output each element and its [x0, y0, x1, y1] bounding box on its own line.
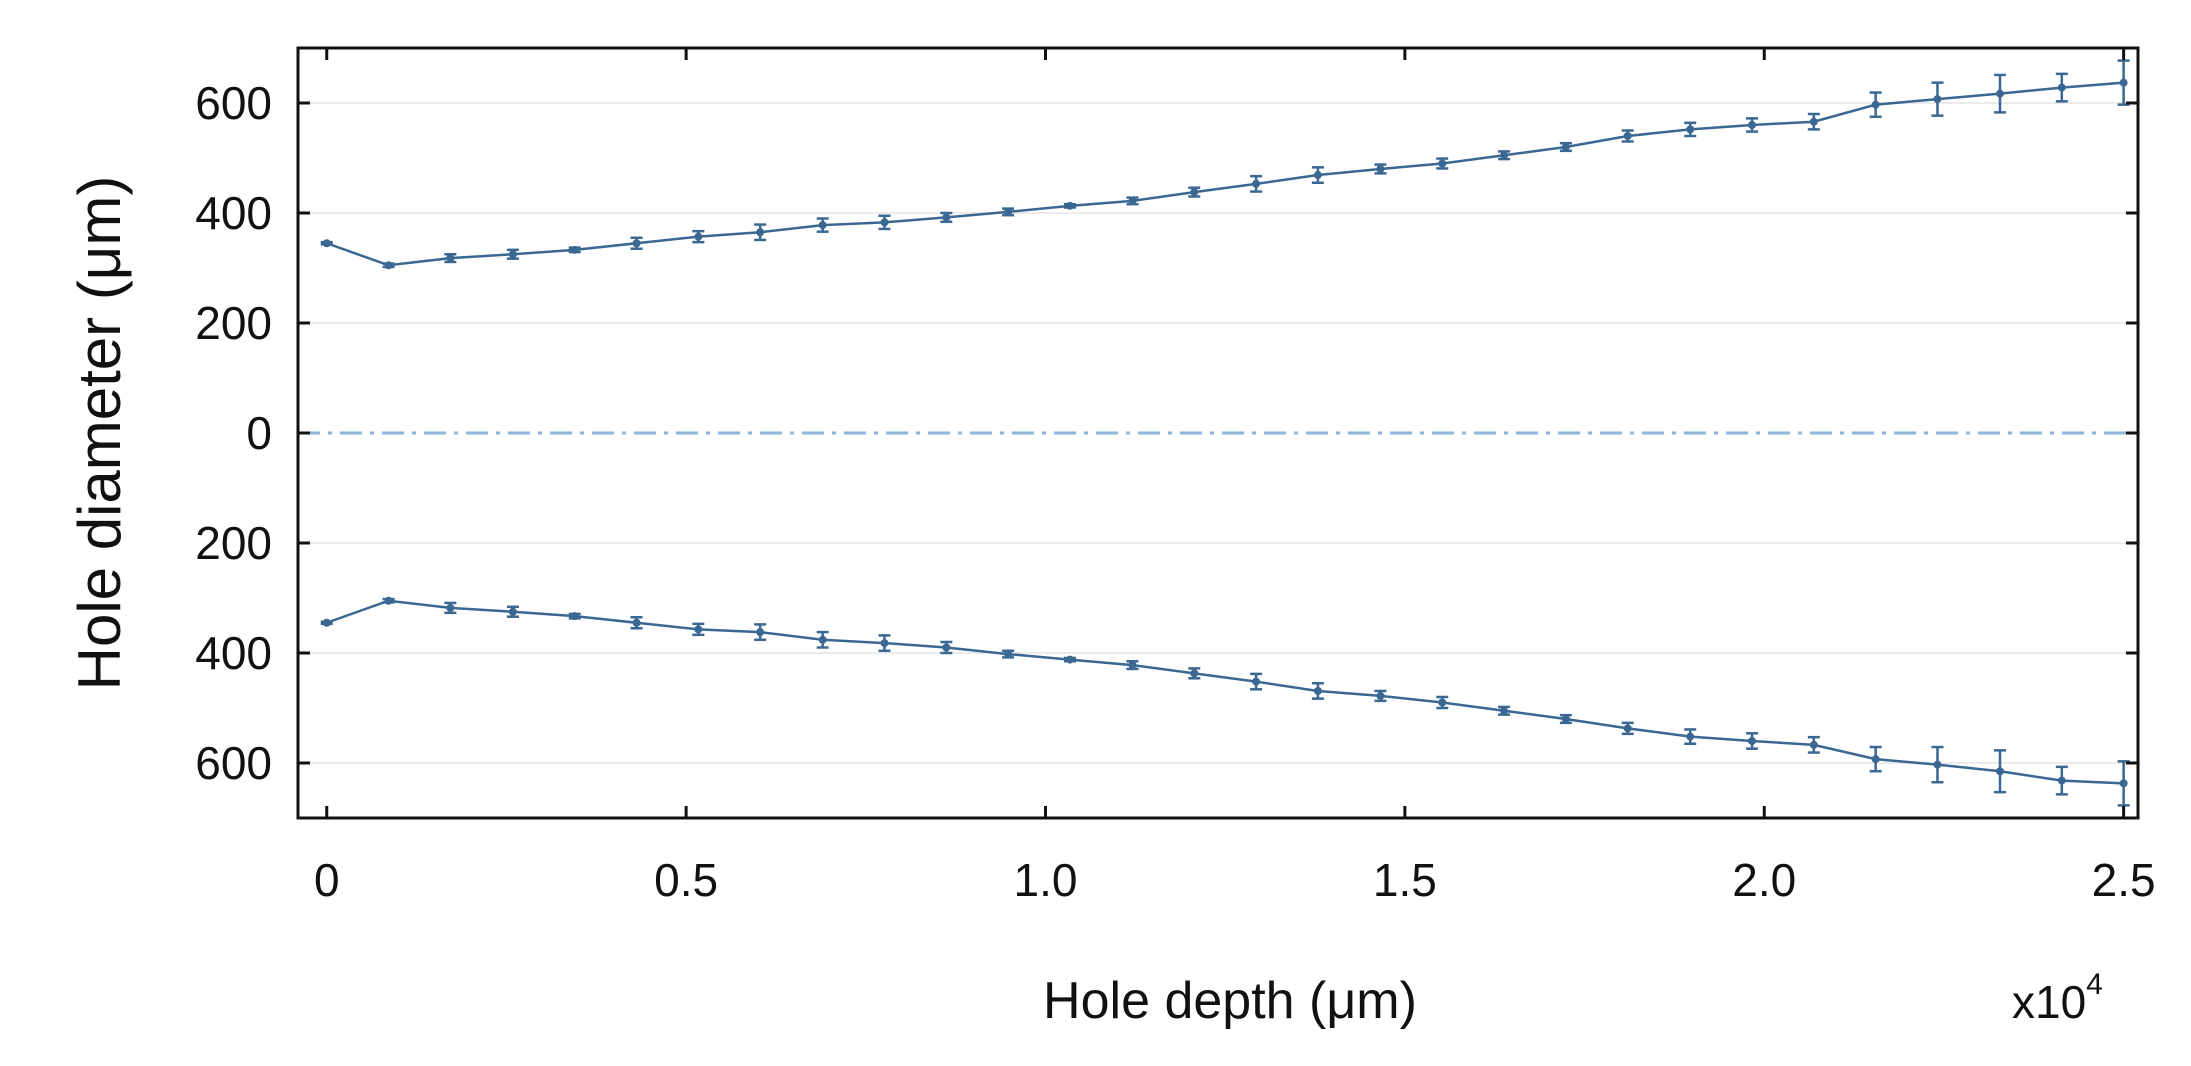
x-multiplier-exponent: 4: [2086, 968, 2103, 1001]
y-tick-label: 400: [195, 187, 272, 239]
data-point: [1561, 715, 1570, 723]
data-point: [1561, 143, 1570, 151]
data-point: [322, 239, 331, 248]
x-axis-label: Hole depth (μm): [1043, 972, 1417, 1030]
y-tick-label: 400: [195, 627, 272, 679]
data-point: [322, 618, 331, 627]
data-point: [1376, 165, 1385, 173]
data-point: [1686, 732, 1695, 741]
data-point: [384, 596, 393, 605]
data-point: [1313, 171, 1322, 180]
y-tick-label: 200: [195, 297, 272, 349]
data-point: [1996, 89, 2004, 98]
data-point: [1871, 755, 1880, 764]
data-point: [446, 254, 455, 263]
data-point: [2119, 78, 2128, 87]
data-point: [880, 218, 889, 227]
data-point: [1128, 661, 1137, 670]
data-point: [2057, 83, 2066, 92]
data-point: [1190, 188, 1199, 197]
y-tick-label: 600: [195, 737, 272, 789]
x-multiplier-base: x10: [2012, 976, 2086, 1028]
x-tick-label: 1.5: [1373, 854, 1437, 906]
x-tick-label: 1.0: [1014, 854, 1078, 906]
data-point: [632, 618, 641, 627]
data-point: [756, 628, 765, 637]
data-point: [1996, 767, 2004, 776]
data-point: [1748, 121, 1757, 129]
data-point: [1809, 117, 1818, 126]
y-tick-label: 200: [195, 517, 272, 569]
lower-profile-line: [326, 599, 2124, 785]
data-point: [1871, 100, 1880, 109]
grid-layer: [298, 102, 2138, 764]
data-point: [1686, 125, 1695, 134]
data-point: [1809, 740, 1818, 749]
data-point: [1500, 706, 1509, 715]
data-point: [384, 261, 393, 270]
data-point: [1438, 159, 1447, 168]
data-point: [1748, 737, 1757, 745]
data-point: [1313, 686, 1322, 695]
data-point: [1065, 655, 1074, 664]
data-point: [942, 643, 951, 652]
data-point: [1065, 201, 1074, 210]
data-point: [942, 213, 951, 222]
data-point: [1252, 179, 1261, 188]
x-axis-multiplier: x104: [2012, 968, 2103, 1028]
data-point: [508, 250, 517, 259]
data-point: [1190, 669, 1199, 678]
x-tick-label: 2.5: [2092, 854, 2156, 906]
data-point: [2119, 779, 2128, 788]
data-point: [756, 228, 765, 237]
series-layer: [320, 59, 2130, 807]
data-point: [1933, 95, 1942, 104]
y-axis-label: Hole diameter (μm): [66, 176, 133, 691]
data-point: [632, 239, 641, 248]
data-point: [508, 607, 517, 616]
tick-layer: 600 400 200 0 200 400 600 0 0.5 1.0 1.5 2.0 2.5: [195, 48, 2156, 906]
data-point: [570, 612, 579, 621]
data-point: [880, 639, 889, 648]
data-point: [818, 635, 827, 644]
data-point: [694, 232, 703, 241]
x-tick-label: 0.5: [654, 854, 718, 906]
data-point: [1623, 724, 1632, 733]
data-point: [1004, 207, 1013, 216]
data-point: [570, 245, 579, 254]
data-point: [694, 625, 703, 634]
data-point: [1438, 698, 1447, 707]
data-point: [1376, 691, 1385, 700]
y-tick-label: 0: [246, 407, 272, 459]
data-point: [1004, 650, 1013, 659]
data-point: [1500, 151, 1509, 160]
x-tick-label: 0: [314, 854, 340, 906]
data-point: [2057, 776, 2066, 785]
x-tick-label: 2.0: [1732, 854, 1796, 906]
data-point: [446, 603, 455, 612]
data-point: [1128, 196, 1137, 205]
y-tick-label: 600: [195, 77, 272, 129]
data-point: [818, 221, 827, 230]
data-point: [1252, 677, 1261, 686]
upper-profile-line: [326, 81, 2124, 267]
data-point: [1933, 760, 1942, 769]
data-point: [1623, 132, 1632, 140]
